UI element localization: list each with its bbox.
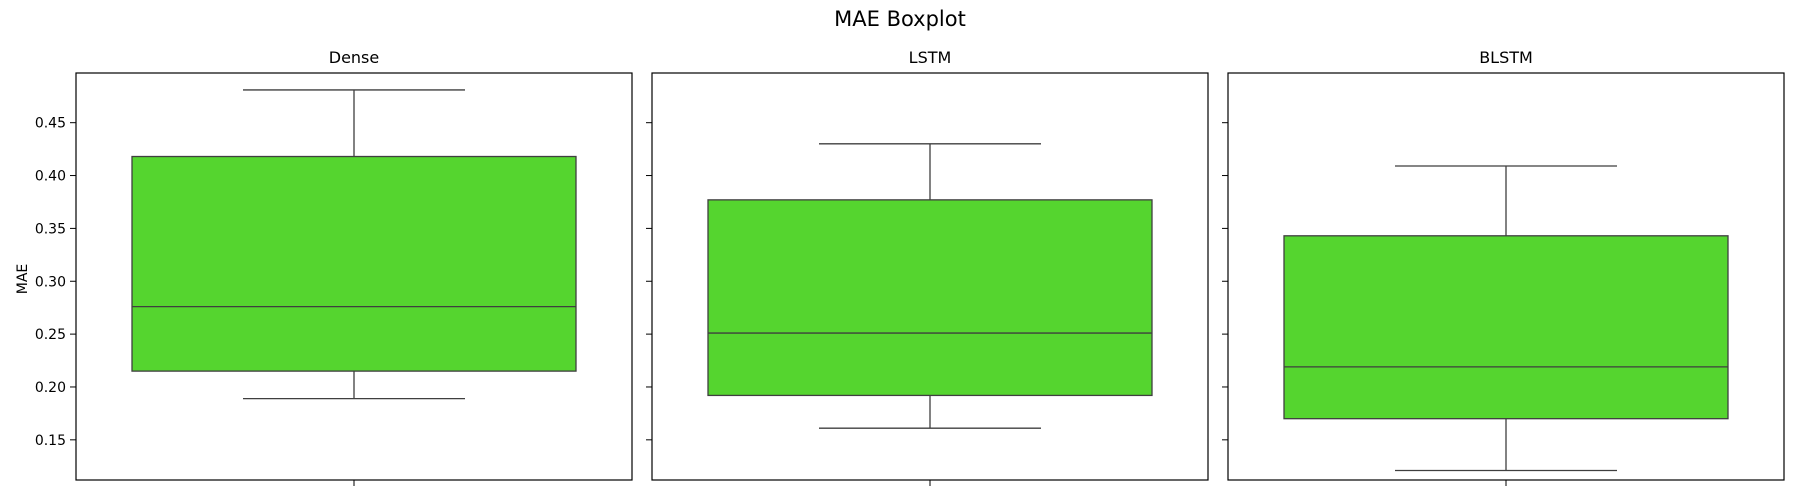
panel-title: Dense (329, 48, 379, 67)
y-tick-label: 0.20 (35, 380, 66, 396)
box (131, 155, 577, 372)
panel-blstm: BLSTM (1222, 48, 1785, 486)
panel-lstm: LSTM (646, 48, 1209, 486)
y-tick-label: 0.40 (35, 169, 66, 185)
box (1283, 235, 1729, 420)
y-tick-label: 0.25 (35, 327, 66, 343)
panel-dense: Dense 0.15 0.20 0.25 0.30 0.35 0.40 0.45 (35, 48, 633, 486)
panel-title: LSTM (909, 48, 952, 67)
y-tick-label: 0.45 (35, 116, 66, 132)
y-tick-label: 0.15 (35, 433, 66, 449)
chart-title: MAE Boxplot (834, 7, 966, 31)
box (707, 199, 1153, 397)
y-tick-label: 0.30 (35, 274, 66, 290)
y-tick-label: 0.35 (35, 221, 66, 237)
panel-title: BLSTM (1479, 48, 1533, 67)
panels-group: Dense 0.15 0.20 0.25 0.30 0.35 0.40 0.45 LSTM BLS… (35, 48, 1785, 486)
y-axis-label: MAE (15, 264, 31, 295)
